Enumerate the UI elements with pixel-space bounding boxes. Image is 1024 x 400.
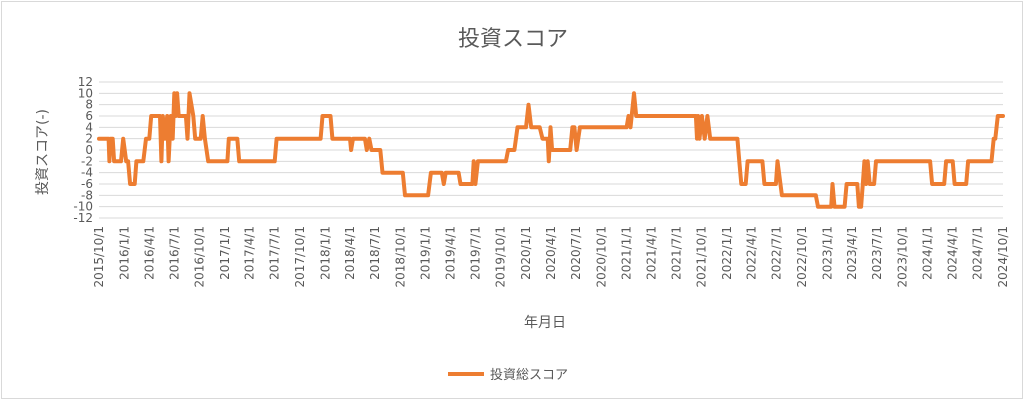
- x-tick-label: 2024/4/1: [946, 226, 960, 280]
- y-tick-label: 10: [78, 86, 93, 100]
- x-tick-label: 2017/1/1: [218, 226, 232, 280]
- y-tick-label: 4: [85, 120, 93, 134]
- x-tick-label: 2023/7/1: [870, 226, 884, 280]
- x-tick-label: 2023/1/1: [820, 226, 834, 280]
- y-tick-label: -2: [81, 154, 93, 168]
- x-tick-label: 2022/4/1: [745, 226, 759, 280]
- x-tick-label: 2017/10/1: [293, 226, 307, 288]
- x-tick-label: 2023/10/1: [895, 226, 909, 288]
- y-axis-title: 投資スコア(-): [35, 109, 51, 195]
- x-tick-label: 2021/10/1: [695, 226, 709, 288]
- x-tick-label: 2023/4/1: [845, 226, 859, 280]
- y-tick-label: 12: [78, 75, 93, 89]
- x-tick-label: 2018/1/1: [318, 226, 332, 280]
- x-tick-label: 2016/1/1: [117, 226, 131, 280]
- x-tick-label: 2018/7/1: [368, 226, 382, 280]
- x-tick-label: 2019/4/1: [443, 226, 457, 280]
- y-tick-label: -4: [81, 166, 93, 180]
- y-tick-label: -10: [73, 200, 93, 214]
- y-tick-label: 0: [85, 143, 93, 157]
- x-tick-label: 2017/7/1: [268, 226, 282, 280]
- x-tick-label: 2022/7/1: [770, 226, 784, 280]
- x-tick-label: 2022/1/1: [720, 226, 734, 280]
- x-tick-label: 2024/10/1: [996, 226, 1010, 288]
- x-tick-label: 2017/4/1: [243, 226, 257, 280]
- series-group: [97, 91, 1005, 209]
- x-tick-label: 2019/10/1: [494, 226, 508, 288]
- x-tick-label: 2015/10/1: [92, 226, 106, 288]
- x-tick-label: 2016/4/1: [142, 226, 156, 280]
- x-tick-label: 2020/7/1: [569, 226, 583, 280]
- x-tick-label: 2021/7/1: [669, 226, 683, 280]
- y-tick-label: 8: [85, 98, 93, 112]
- y-tick-label: 2: [85, 132, 93, 146]
- x-tick-label: 2022/10/1: [795, 226, 809, 288]
- x-tick-label: 2020/4/1: [544, 226, 558, 280]
- x-tick-label: 2016/7/1: [167, 226, 181, 280]
- series-line: [97, 91, 1005, 209]
- x-tick-label: 2021/4/1: [644, 226, 658, 280]
- y-tick-label: -12: [73, 211, 93, 225]
- y-tick-label: 6: [85, 109, 93, 123]
- x-tick-label: 2020/1/1: [519, 226, 533, 280]
- x-tick-label: 2018/4/1: [343, 226, 357, 280]
- y-tick-label: -8: [81, 188, 93, 202]
- x-tick-labels: 2015/10/1 2016/1/1 2016/4/1 2016/7/1 2016/10…: [92, 226, 1010, 288]
- x-tick-label: 2019/7/1: [468, 226, 482, 280]
- x-axis-title: 年月日: [524, 315, 566, 331]
- x-tick-label: 2016/10/1: [193, 226, 207, 288]
- x-tick-label: 2019/1/1: [419, 226, 433, 280]
- chart-title: 投資スコア: [458, 27, 568, 52]
- x-tick-label: 2024/1/1: [921, 226, 935, 280]
- x-tick-label: 2018/10/1: [393, 226, 407, 288]
- x-tick-label: 2024/7/1: [971, 226, 985, 280]
- x-tick-label: 2021/1/1: [620, 226, 634, 280]
- x-tick-label: 2020/10/1: [594, 226, 608, 288]
- y-tick-label: -6: [81, 177, 93, 191]
- legend: 投資総スコア: [448, 367, 568, 383]
- legend-label: 投資総スコア: [490, 367, 568, 383]
